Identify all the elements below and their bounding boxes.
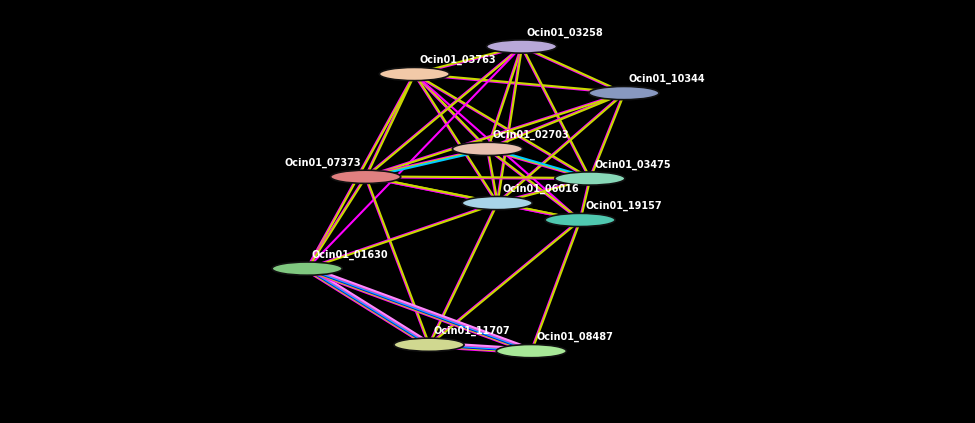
- Text: Ocin01_19157: Ocin01_19157: [585, 201, 662, 211]
- Ellipse shape: [496, 344, 566, 358]
- Ellipse shape: [394, 338, 464, 352]
- Text: Ocin01_01630: Ocin01_01630: [312, 250, 389, 260]
- Ellipse shape: [589, 86, 659, 100]
- Text: Ocin01_06016: Ocin01_06016: [502, 184, 579, 194]
- Text: Ocin01_07373: Ocin01_07373: [284, 158, 361, 168]
- Text: Ocin01_02703: Ocin01_02703: [492, 130, 569, 140]
- Ellipse shape: [545, 213, 615, 227]
- Text: Ocin01_11707: Ocin01_11707: [434, 326, 511, 336]
- Text: Ocin01_03475: Ocin01_03475: [595, 159, 672, 170]
- Ellipse shape: [272, 262, 342, 275]
- Text: Ocin01_08487: Ocin01_08487: [536, 332, 613, 342]
- Ellipse shape: [331, 170, 401, 184]
- Text: Ocin01_03763: Ocin01_03763: [419, 55, 496, 65]
- Ellipse shape: [487, 40, 557, 53]
- Text: Ocin01_10344: Ocin01_10344: [629, 74, 706, 84]
- Text: Ocin01_03258: Ocin01_03258: [526, 27, 604, 38]
- Ellipse shape: [555, 172, 625, 185]
- Ellipse shape: [462, 196, 532, 210]
- Ellipse shape: [452, 142, 523, 156]
- Ellipse shape: [379, 67, 449, 81]
